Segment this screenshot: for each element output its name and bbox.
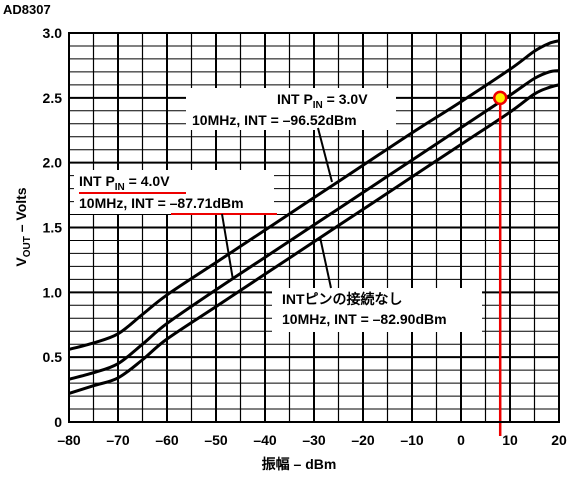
x-tick-label: –50 xyxy=(204,432,228,448)
y-tick-labels: 0 0.5 1.0 1.5 2.0 2.5 3.0 xyxy=(43,25,63,430)
figure-caption: AD8307 xyxy=(3,2,51,17)
x-tick-label: –40 xyxy=(253,432,277,448)
x-tick-label: –70 xyxy=(106,432,130,448)
annotation-3-pointer xyxy=(319,236,332,289)
y-tick-label: 2.5 xyxy=(43,90,63,106)
x-tick-label: –80 xyxy=(57,432,81,448)
x-tick-label: 20 xyxy=(551,432,567,448)
x-tick-label: –20 xyxy=(351,432,375,448)
curve-3 xyxy=(68,83,560,395)
x-tick-label: 0 xyxy=(457,432,465,448)
annotation-3-line1: INTピンの接続なし xyxy=(282,291,403,307)
annotation-1-line1: INT PIN = 3.0V xyxy=(277,91,368,111)
annotation-2-line2: 10MHz, INT = –87.71dBm xyxy=(79,195,244,211)
curve-2 xyxy=(68,69,560,381)
operating-point-marker xyxy=(492,90,508,106)
x-tick-labels: –80 –70 –60 –50 –40 –30 –20 –10 0 10 20 xyxy=(57,432,567,448)
annotation-3-line2: 10MHz, INT = –82.90dBm xyxy=(282,311,447,327)
plot-frame xyxy=(68,32,560,423)
annotation-2-pointer xyxy=(221,213,234,281)
x-tick-label: –10 xyxy=(400,432,424,448)
y-tick-label: 0.5 xyxy=(43,349,63,365)
x-tick-label: –30 xyxy=(302,432,326,448)
annotation-2-line1: INT PIN = 4.0V xyxy=(79,173,170,193)
x-axis-label: 振幅 – dBm xyxy=(262,456,337,472)
y-tick-label: 0 xyxy=(54,414,62,430)
y-tick-label: 3.0 xyxy=(43,25,63,41)
y-tick-label: 1.5 xyxy=(43,220,63,236)
annotation-1-line2: 10MHz, INT = –96.52dBm xyxy=(192,112,357,128)
x-tick-label: –60 xyxy=(155,432,179,448)
y-axis-label: VOUT – Volts xyxy=(13,187,33,266)
y-tick-label: 1.0 xyxy=(43,284,63,300)
curves xyxy=(68,39,560,395)
annotation-1-pointer xyxy=(317,127,333,183)
curve-1 xyxy=(68,39,560,351)
x-tick-label: 10 xyxy=(502,432,518,448)
y-tick-label: 2.0 xyxy=(43,155,63,171)
